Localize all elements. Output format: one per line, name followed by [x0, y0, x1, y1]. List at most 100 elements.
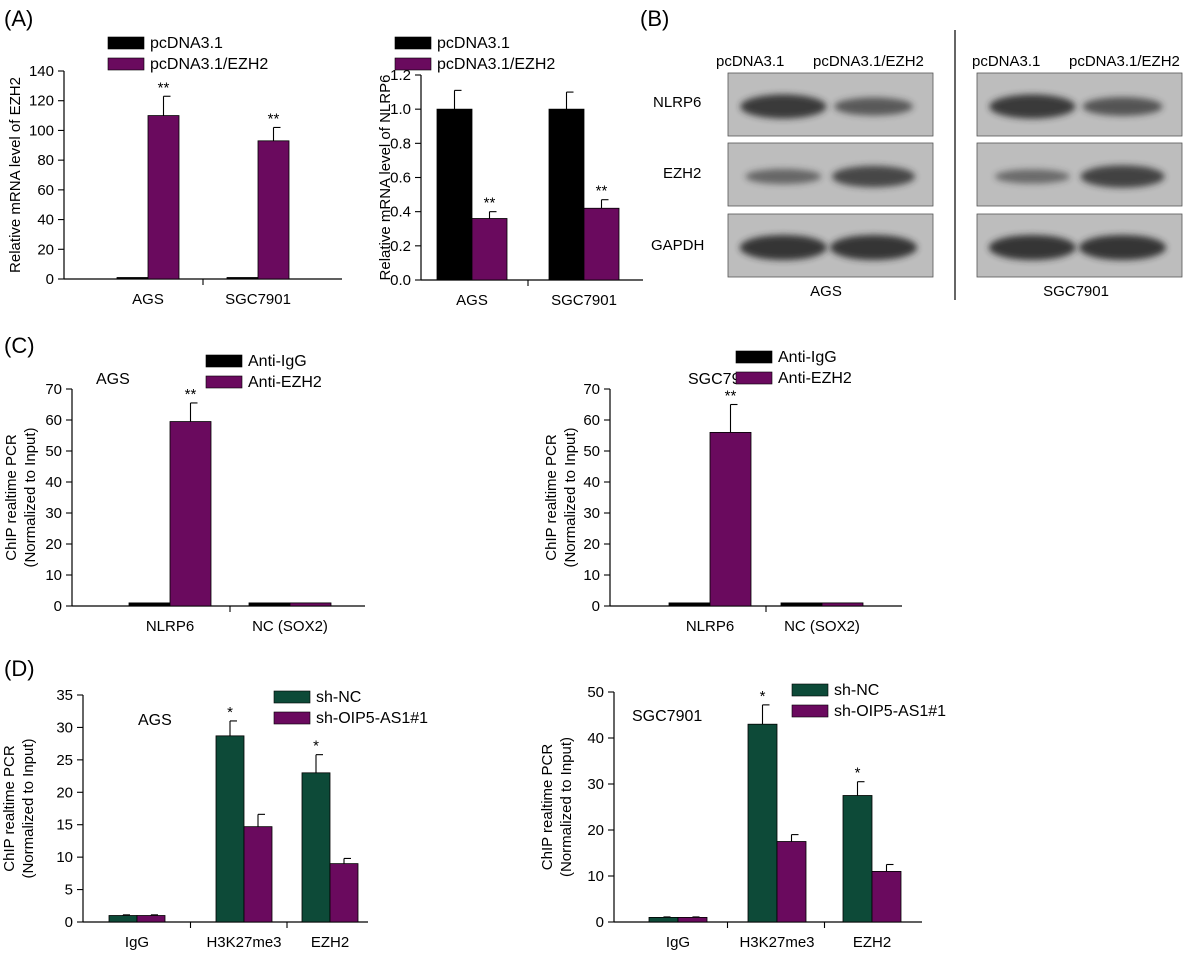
- legend-swatch: [791, 683, 829, 697]
- significance-mark: *: [760, 688, 766, 705]
- legend-entry: pcDNA3.1: [150, 35, 223, 52]
- legend-swatch: [205, 375, 243, 389]
- bar-pcdna3-1-ezh2-sgc7901: [257, 140, 290, 280]
- y-tick-label: 0.2: [390, 238, 411, 255]
- significance-mark: **: [596, 183, 608, 200]
- y-tick-label: 70: [45, 381, 62, 398]
- bar-anti-ezh2-nlrp6: [709, 431, 752, 607]
- x-tick-label: EZH2: [853, 934, 891, 951]
- y-tick-label: 50: [45, 443, 62, 460]
- y-axis-label: ChIP realtime PCR: [543, 434, 560, 561]
- bar-pcdna3-1-ezh2-sgc7901: [583, 207, 620, 281]
- bar-sh-nc-igg: [648, 917, 679, 923]
- blot-col-sgc-2: pcDNA3.1/EZH2: [1069, 53, 1180, 70]
- y-tick-label: 0: [596, 914, 604, 931]
- y-tick-label: 0.6: [390, 170, 411, 187]
- bar-pcdna3-1-ags: [436, 108, 473, 281]
- significance-mark: **: [158, 79, 170, 96]
- y-tick-label: 20: [587, 822, 604, 839]
- blot-row-gapdh: GAPDH: [651, 237, 704, 254]
- x-tick-label: SGC7901: [225, 291, 291, 308]
- panel-label-d: (D): [4, 656, 35, 681]
- bar-pcdna3-1-ags: [116, 277, 149, 280]
- y-axis-label: ChIP realtime PCR: [1, 745, 18, 872]
- significance-mark: **: [268, 110, 280, 127]
- bar-sh-nc-h3k27me3: [747, 723, 778, 923]
- bar-sh-nc-igg: [108, 915, 138, 923]
- significance-mark: **: [484, 195, 496, 212]
- blot-band: [834, 97, 914, 116]
- y-tick-label: 0: [592, 598, 600, 615]
- legend-entry: pcDNA3.1: [437, 35, 510, 52]
- bar-pcdna3-1-ezh2-ags: [471, 218, 508, 281]
- legend-swatch: [107, 36, 145, 50]
- y-tick-label: 120: [29, 93, 54, 110]
- y-tick-label: 30: [45, 505, 62, 522]
- x-tick-label: NLRP6: [686, 618, 734, 635]
- legend-swatch: [735, 350, 773, 364]
- significance-mark: *: [227, 704, 233, 721]
- legend-swatch: [791, 704, 829, 718]
- y-tick-label: 60: [45, 412, 62, 429]
- significance-mark: *: [855, 765, 861, 782]
- x-tick-label: H3K27me3: [206, 934, 281, 951]
- bar-sh-oip5-as1-1-ezh2: [329, 863, 359, 923]
- legend-entry: Anti-EZH2: [248, 374, 322, 391]
- y-axis-label: ChIP realtime PCR: [3, 434, 20, 561]
- western-blot-panel: pcDNA3.1 pcDNA3.1/EZH2 pcDNA3.1 pcDNA3.1…: [651, 30, 1183, 300]
- x-tick-label: NLRP6: [146, 618, 194, 635]
- bar-sh-nc-h3k27me3: [215, 735, 245, 923]
- panel-label-c: (C): [4, 333, 35, 358]
- y-axis-label: (Normalized to Input): [558, 737, 575, 877]
- bar-anti-igg-nlrp6: [668, 602, 711, 607]
- blot-band: [988, 234, 1076, 261]
- bar-sh-oip5-as1-1-igg: [136, 915, 166, 923]
- legend-swatch: [107, 57, 145, 71]
- blot-group-ags: AGS: [810, 283, 842, 300]
- y-tick-label: 40: [37, 212, 54, 229]
- y-tick-label: 10: [56, 849, 73, 866]
- x-tick-label: EZH2: [311, 934, 349, 951]
- legend-entry: Anti-EZH2: [778, 370, 852, 387]
- legend-swatch: [394, 36, 432, 50]
- blot-band: [994, 169, 1070, 184]
- y-tick-label: 140: [29, 63, 54, 80]
- y-tick-label: 40: [587, 730, 604, 747]
- significance-mark: **: [725, 388, 737, 405]
- y-axis-label: Relative mRNA level of NLRP6: [377, 75, 394, 281]
- y-tick-label: 50: [583, 443, 600, 460]
- legend-entry: pcDNA3.1/EZH2: [150, 56, 268, 73]
- bar-anti-ezh2-nlrp6: [169, 421, 212, 607]
- significance-mark: **: [185, 386, 197, 403]
- bar-sh-nc-ezh2: [842, 795, 873, 923]
- blot-band: [739, 234, 827, 261]
- bar-sh-oip5-as1-1-ezh2: [871, 871, 902, 923]
- y-axis-label: ChIP realtime PCR: [539, 744, 556, 871]
- y-tick-label: 40: [583, 474, 600, 491]
- y-tick-label: 15: [56, 817, 73, 834]
- y-tick-label: 1.2: [390, 67, 411, 84]
- x-tick-label: IgG: [125, 934, 149, 951]
- y-tick-label: 25: [56, 752, 73, 769]
- legend-entry: Anti-IgG: [248, 353, 307, 370]
- y-tick-label: 20: [45, 536, 62, 553]
- chart-title: SGC7901: [632, 708, 702, 725]
- y-tick-label: 80: [37, 152, 54, 169]
- chart-d1: 0 5 10 15 20 25 30 35 IgG H3K27me3 EZH2 * * ChIP real…: [1, 687, 428, 951]
- y-axis-label: (Normalized to Input): [562, 427, 579, 567]
- y-tick-label: 30: [587, 776, 604, 793]
- y-tick-label: 0: [54, 598, 62, 615]
- bar-pcdna3-1-ezh2-ags: [147, 115, 180, 280]
- legend-entry: pcDNA3.1/EZH2: [437, 56, 555, 73]
- y-tick-label: 60: [37, 182, 54, 199]
- bar-anti-igg-nc-sox2-: [780, 602, 823, 607]
- blot-group-sgc7901: SGC7901: [1043, 283, 1109, 300]
- chart-title: AGS: [96, 371, 130, 388]
- chart-a1: 0 20 40 60 80 100 120 140 AGS SGC7901 ** ** Relative…: [7, 35, 342, 308]
- blot-row-ezh2: EZH2: [663, 165, 701, 182]
- y-tick-label: 30: [56, 719, 73, 736]
- legend-swatch: [394, 57, 432, 71]
- x-tick-label: AGS: [132, 291, 164, 308]
- blot-band: [1082, 97, 1163, 116]
